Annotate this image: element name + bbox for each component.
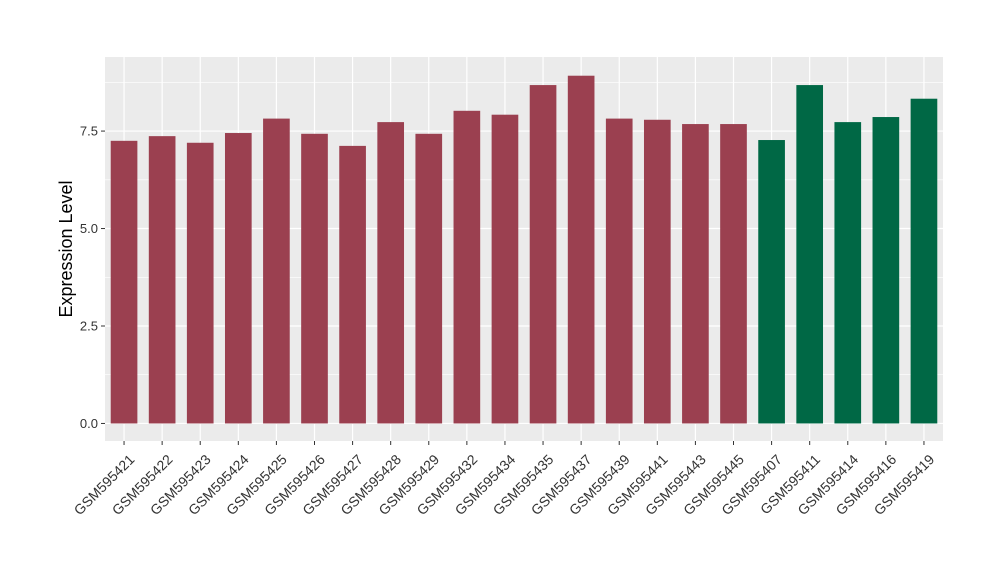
bar — [605, 118, 633, 424]
bar — [301, 133, 328, 424]
bar — [110, 140, 138, 424]
bar — [682, 124, 709, 424]
bar — [491, 114, 519, 424]
bar — [453, 110, 481, 424]
y-tick-label: 5.0 — [80, 221, 98, 236]
bar — [910, 98, 938, 424]
y-axis-title: Expression Level — [56, 180, 76, 317]
bar — [186, 142, 214, 424]
bar — [263, 118, 290, 424]
y-tick-label: 7.5 — [80, 124, 98, 139]
y-axis: 0.0 2.5 5.0 7.5 — [80, 124, 105, 431]
x-axis: GSM595421GSM595422GSM595423GSM595424GSM5… — [71, 441, 938, 518]
bar — [529, 85, 557, 424]
bar — [148, 136, 176, 424]
y-tick-label: 0.0 — [80, 416, 98, 431]
bar — [339, 145, 366, 424]
bar — [758, 140, 785, 424]
bar — [834, 122, 862, 424]
y-tick-label: 2.5 — [80, 318, 98, 333]
bar — [643, 119, 671, 424]
bar — [377, 122, 405, 424]
bar — [720, 124, 747, 424]
bar — [567, 75, 595, 424]
bar — [872, 117, 900, 424]
bar — [224, 133, 252, 424]
bar — [415, 133, 443, 424]
bars — [110, 75, 938, 424]
bar — [796, 85, 824, 424]
